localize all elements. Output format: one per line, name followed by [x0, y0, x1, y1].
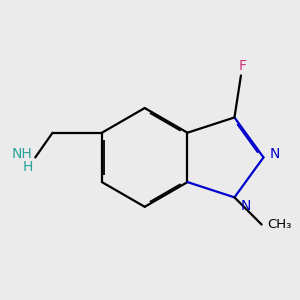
Text: H: H — [22, 160, 33, 173]
Text: CH₃: CH₃ — [267, 218, 291, 231]
Text: N: N — [270, 146, 280, 161]
Text: N: N — [241, 199, 251, 213]
Text: NH: NH — [12, 146, 33, 161]
Text: F: F — [238, 59, 246, 73]
